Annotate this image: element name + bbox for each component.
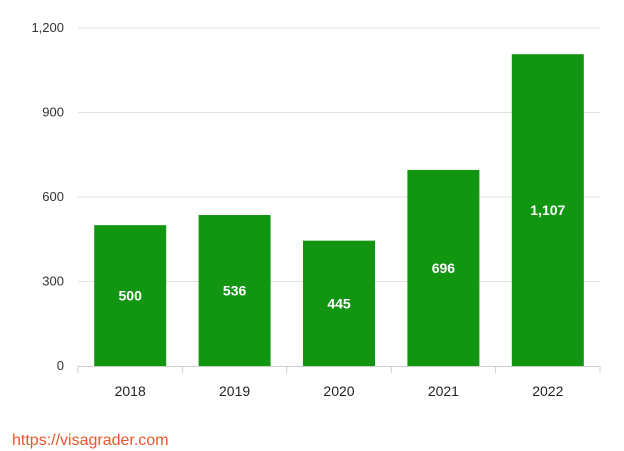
- bars: [94, 54, 584, 366]
- bar-2018: [94, 225, 167, 366]
- y-tick-label: 900: [42, 105, 64, 120]
- source-link[interactable]: https://visagrader.com: [12, 432, 169, 449]
- bar-value-label: 696: [432, 260, 456, 276]
- x-tick-label: 2018: [115, 383, 146, 399]
- x-tick-label: 2021: [428, 383, 459, 399]
- x-tick-label: 2022: [532, 383, 563, 399]
- x-tick-label: 2019: [219, 383, 250, 399]
- y-axis-tick-labels: 0 300 600 900 1,200: [31, 20, 64, 373]
- x-axis: 2018 2019 2020 2021 2022: [77, 366, 601, 399]
- y-tick-label: 1,200: [31, 20, 64, 35]
- x-tick-label: 2020: [323, 383, 354, 399]
- bar-2022: [511, 54, 584, 366]
- bar-value-label: 445: [327, 295, 351, 311]
- bar-value-label: 536: [223, 283, 247, 299]
- bar-value-label: 1,107: [530, 202, 565, 218]
- bar-2021: [407, 169, 480, 366]
- y-tick-label: 600: [42, 189, 64, 204]
- bar-value-labels: 500 536 445 696 1,107: [119, 202, 566, 311]
- y-tick-label: 0: [57, 358, 64, 373]
- bar-value-label: 500: [119, 288, 143, 304]
- y-tick-label: 300: [42, 274, 64, 289]
- bar-2019: [198, 215, 271, 366]
- bar-2020: [303, 240, 375, 366]
